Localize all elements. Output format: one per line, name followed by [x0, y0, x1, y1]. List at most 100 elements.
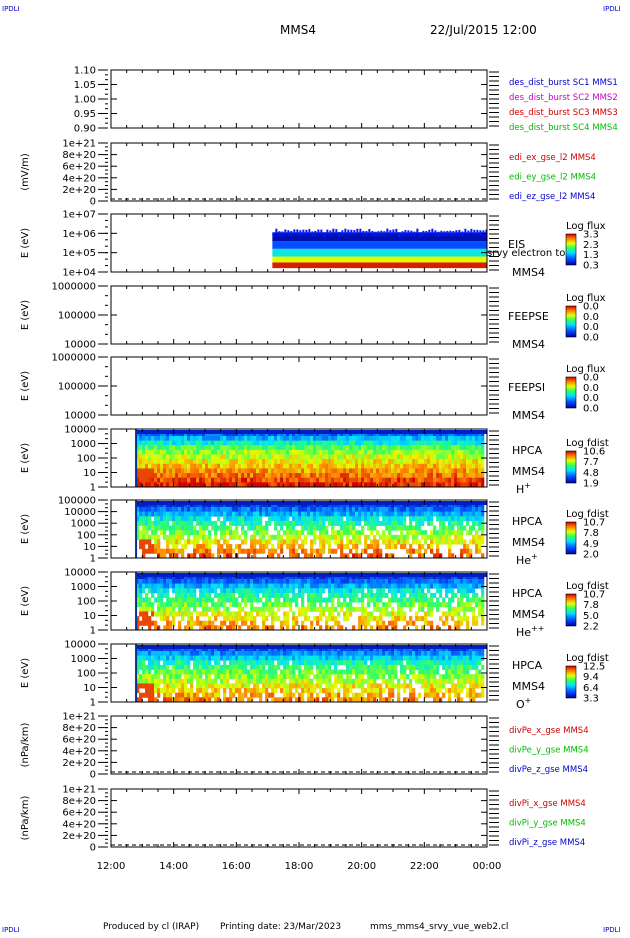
spectrogram-cell — [139, 459, 142, 464]
spectrogram-cell — [238, 607, 241, 612]
spectrogram-cell — [319, 584, 322, 589]
spectrogram-cell — [181, 535, 184, 540]
spectrogram-cell — [397, 516, 400, 521]
spectrogram-cell — [154, 516, 157, 521]
spectrogram-cell — [331, 468, 334, 473]
spectrogram-cell — [277, 651, 280, 656]
spectrogram-cell — [448, 607, 451, 612]
spectrogram-cell — [295, 656, 298, 661]
spectrogram-cell — [412, 445, 415, 450]
spectrogram-cell — [217, 512, 220, 517]
spectrogram-cell — [148, 588, 151, 593]
spectrogram-cell — [346, 616, 349, 621]
spectrogram-cell — [178, 521, 181, 526]
spectrogram-cell — [220, 598, 223, 603]
spectrogram-cell — [409, 478, 412, 483]
spectrogram-cell — [310, 526, 313, 531]
spectrogram-cell — [163, 651, 166, 656]
spectrogram-cell — [424, 473, 427, 478]
spectrogram-cell — [355, 607, 358, 612]
spectrogram-cell — [151, 436, 154, 441]
eis-cell — [392, 229, 394, 234]
spectrogram-cell — [340, 445, 343, 450]
spectrogram-cell — [202, 660, 205, 665]
spectrogram-cell — [370, 468, 373, 473]
colorbar-tick-label: 10.6 — [583, 447, 605, 458]
spectrogram-cell — [478, 602, 481, 607]
spectrogram-cell — [466, 660, 469, 665]
spectrogram-cell — [208, 588, 211, 593]
spectrogram-cell — [478, 579, 481, 584]
spectrogram-cell — [277, 656, 280, 661]
spectrogram-cell — [337, 459, 340, 464]
spectrogram-cell — [454, 455, 457, 460]
spectrogram-cell — [184, 602, 187, 607]
spectrogram-cell — [388, 526, 391, 531]
spectrogram-cell — [325, 464, 328, 469]
spectrogram-cell — [460, 441, 463, 446]
spectrogram-cell — [457, 526, 460, 531]
spectrogram-cell — [151, 530, 154, 535]
spectrogram-cell — [367, 584, 370, 589]
spectrogram-cell — [259, 512, 262, 517]
spectrogram-cell — [367, 535, 370, 540]
spectrogram-cell — [427, 588, 430, 593]
spectrogram-cell — [166, 535, 169, 540]
spectrogram-cell — [232, 665, 235, 670]
spectrogram-cell — [253, 616, 256, 621]
spectrogram-cell — [256, 468, 259, 473]
spectrogram-cell — [379, 521, 382, 526]
spectrogram-cell — [277, 445, 280, 450]
spectrogram-cell — [433, 584, 436, 589]
spectrogram-cell — [343, 530, 346, 535]
spectrogram-cell — [250, 598, 253, 603]
spectrogram-cell — [427, 441, 430, 446]
spectrogram-cell — [259, 579, 262, 584]
spectrogram-cell — [268, 521, 271, 526]
spectrogram-cell — [298, 535, 301, 540]
spectrogram-cell — [208, 535, 211, 540]
spectrogram-cell — [421, 441, 424, 446]
spectrogram-cell — [301, 579, 304, 584]
spectrogram-cell — [277, 436, 280, 441]
spectrogram-cell — [286, 535, 289, 540]
eis-cell — [425, 231, 427, 236]
spectrogram-cell — [289, 459, 292, 464]
spectrogram-cell — [160, 588, 163, 593]
spectrogram-cell — [217, 473, 220, 478]
spectrogram-cell — [289, 579, 292, 584]
spectrogram-cell — [313, 445, 316, 450]
spectrogram-cell — [151, 455, 154, 460]
spectrogram-cell — [286, 521, 289, 526]
spectrogram-cell — [313, 468, 316, 473]
spectrogram-cell — [421, 579, 424, 584]
spectrogram-cell — [139, 651, 142, 656]
spectrogram-cell — [154, 535, 157, 540]
spectrogram-cell — [199, 526, 202, 531]
spectrogram-cell — [337, 445, 340, 450]
spectrogram-cell — [403, 602, 406, 607]
spectrogram-cell — [208, 660, 211, 665]
spectrogram-cell — [331, 516, 334, 521]
spectrogram-cell — [415, 651, 418, 656]
spectrogram-cell — [340, 507, 343, 512]
eis-cell — [377, 231, 379, 236]
spectrogram-cell — [454, 478, 457, 483]
spectrogram-cell — [349, 478, 352, 483]
spectrogram-cell — [343, 473, 346, 478]
spectrogram-cell — [160, 468, 163, 473]
eis-cell — [338, 232, 340, 237]
spectrogram-cell — [328, 549, 331, 554]
spectrogram-cell — [157, 521, 160, 526]
eis-cell — [281, 232, 283, 237]
spectrogram-cell — [223, 539, 226, 544]
spectrogram-cell — [421, 651, 424, 656]
spectrogram-cell — [433, 436, 436, 441]
spectrogram-cell — [478, 445, 481, 450]
spectrogram-cell — [412, 588, 415, 593]
spectrogram-cell — [358, 459, 361, 464]
spectrogram-cell — [379, 464, 382, 469]
spectrogram-cell — [397, 602, 400, 607]
spectrogram-cell — [475, 521, 478, 526]
